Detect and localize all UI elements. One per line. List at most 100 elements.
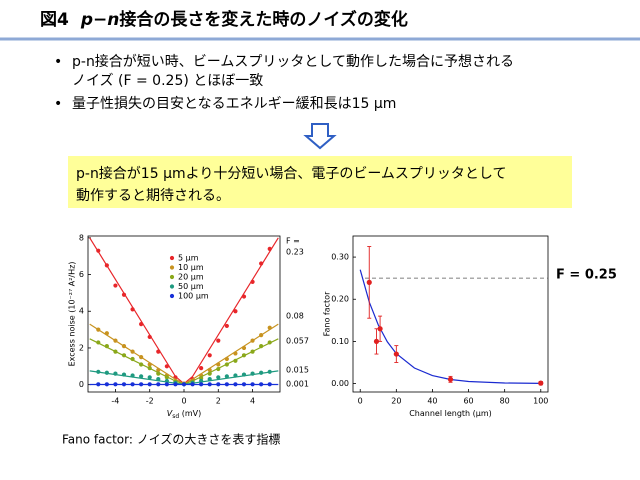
- data-point: [224, 362, 229, 367]
- legend-marker: [169, 265, 175, 270]
- data-point: [121, 344, 127, 349]
- data-point: [366, 279, 372, 285]
- y-tick-label: 0.20: [331, 295, 349, 304]
- y-tick-label: 4: [79, 307, 84, 316]
- data-point: [130, 382, 135, 387]
- highlight-text: p-n接合が15 μmより十分短い場合、電子のビームスプリッタとして: [76, 165, 507, 182]
- data-point: [121, 353, 127, 358]
- x-axis-label-part: sd: [172, 413, 179, 420]
- data-point: [393, 351, 399, 357]
- fit-line: [89, 338, 279, 385]
- data-point: [207, 382, 212, 387]
- legend-label: 50 μm: [178, 282, 204, 291]
- bullet-text: p-n接合が短い時、ビームスプリッタとして動作した場合に予想される: [72, 53, 514, 70]
- data-point: [130, 356, 135, 362]
- data-point: [113, 283, 118, 288]
- x-tick-label: -4: [111, 397, 119, 406]
- y-tick-label: 2: [79, 343, 84, 352]
- data-point: [233, 382, 238, 387]
- data-point: [216, 366, 221, 372]
- data-point: [207, 367, 212, 373]
- data-point: [199, 366, 204, 371]
- x-tick-label: 100: [533, 397, 548, 406]
- data-point: [147, 334, 152, 340]
- data-point: [164, 382, 169, 387]
- data-point: [113, 382, 118, 387]
- title-rest: 接合の長さを変えた時のノイズの変化: [119, 9, 408, 30]
- y-axis-label: Fano factor: [323, 291, 332, 336]
- data-point: [233, 373, 238, 378]
- legend-marker: [169, 293, 175, 299]
- data-point: [377, 326, 383, 332]
- data-point: [130, 307, 135, 312]
- data-point: [250, 338, 255, 343]
- data-point: [139, 321, 144, 327]
- x-axis-label: Vsd (mV): [167, 409, 201, 421]
- title-number: 図4: [40, 10, 69, 30]
- data-point: [241, 294, 247, 299]
- data-point: [164, 378, 169, 384]
- legend-marker: [169, 274, 175, 280]
- data-point: [96, 340, 101, 345]
- data-point: [267, 246, 272, 251]
- data-point: [216, 338, 221, 343]
- data-point: [259, 261, 264, 266]
- f-label: 0.015: [286, 366, 309, 375]
- f-label: 0.23: [286, 248, 304, 257]
- legend-label: 20 μm: [178, 273, 204, 282]
- data-point: [104, 382, 109, 387]
- down-arrow: [303, 123, 337, 150]
- x-axis-label-part: V: [167, 409, 173, 418]
- data-point: [96, 248, 101, 253]
- data-point: [139, 355, 144, 360]
- data-point: [538, 380, 544, 386]
- data-point: [139, 374, 144, 379]
- data-point: [216, 362, 221, 367]
- data-point: [147, 382, 152, 387]
- x-tick-label: 4: [250, 397, 255, 406]
- data-point: [224, 323, 229, 329]
- data-point: [147, 366, 152, 371]
- data-point: [241, 345, 247, 351]
- data-point: [113, 371, 118, 376]
- data-point: [96, 369, 101, 374]
- data-point: [267, 340, 272, 345]
- data-point: [139, 382, 144, 387]
- data-point: [259, 344, 264, 349]
- data-point: [130, 373, 135, 378]
- data-point: [96, 327, 101, 332]
- data-point: [113, 338, 118, 343]
- legend-label: 100 μm: [178, 292, 209, 301]
- data-point: [207, 377, 212, 382]
- data-point: [164, 375, 169, 380]
- x-axis-label-part: Channel length (μm): [409, 409, 492, 418]
- data-point: [130, 349, 135, 354]
- data-point: [373, 338, 380, 345]
- highlight-box: [68, 156, 572, 208]
- data-point: [267, 382, 272, 387]
- data-point: [267, 325, 272, 330]
- data-point: [224, 374, 229, 379]
- data-point: [181, 382, 187, 387]
- data-point: [241, 372, 247, 377]
- y-axis-label: Excess noise (10⁻²⁷ A²/Hz): [68, 262, 77, 367]
- y-tick-label: 0.10: [331, 337, 349, 346]
- data-point: [216, 375, 221, 380]
- data-point: [250, 349, 255, 354]
- y-tick-label: 0.30: [331, 253, 349, 262]
- bullet-dot: •: [54, 54, 62, 70]
- title-italic: p−n: [80, 10, 120, 30]
- x-tick-label: 2: [216, 397, 221, 406]
- x-axis-label: Channel length (μm): [409, 409, 492, 418]
- legend-marker: [169, 255, 175, 261]
- bullet-text: ノイズ (F = 0.25) とほぼ一致: [72, 73, 263, 89]
- data-point: [104, 331, 109, 336]
- legend-marker: [169, 284, 175, 289]
- data-point: [267, 369, 272, 374]
- x-tick-label: 0: [181, 397, 186, 406]
- data-point: [156, 371, 161, 376]
- data-point: [139, 362, 144, 367]
- data-point: [199, 378, 204, 384]
- data-point: [241, 353, 247, 358]
